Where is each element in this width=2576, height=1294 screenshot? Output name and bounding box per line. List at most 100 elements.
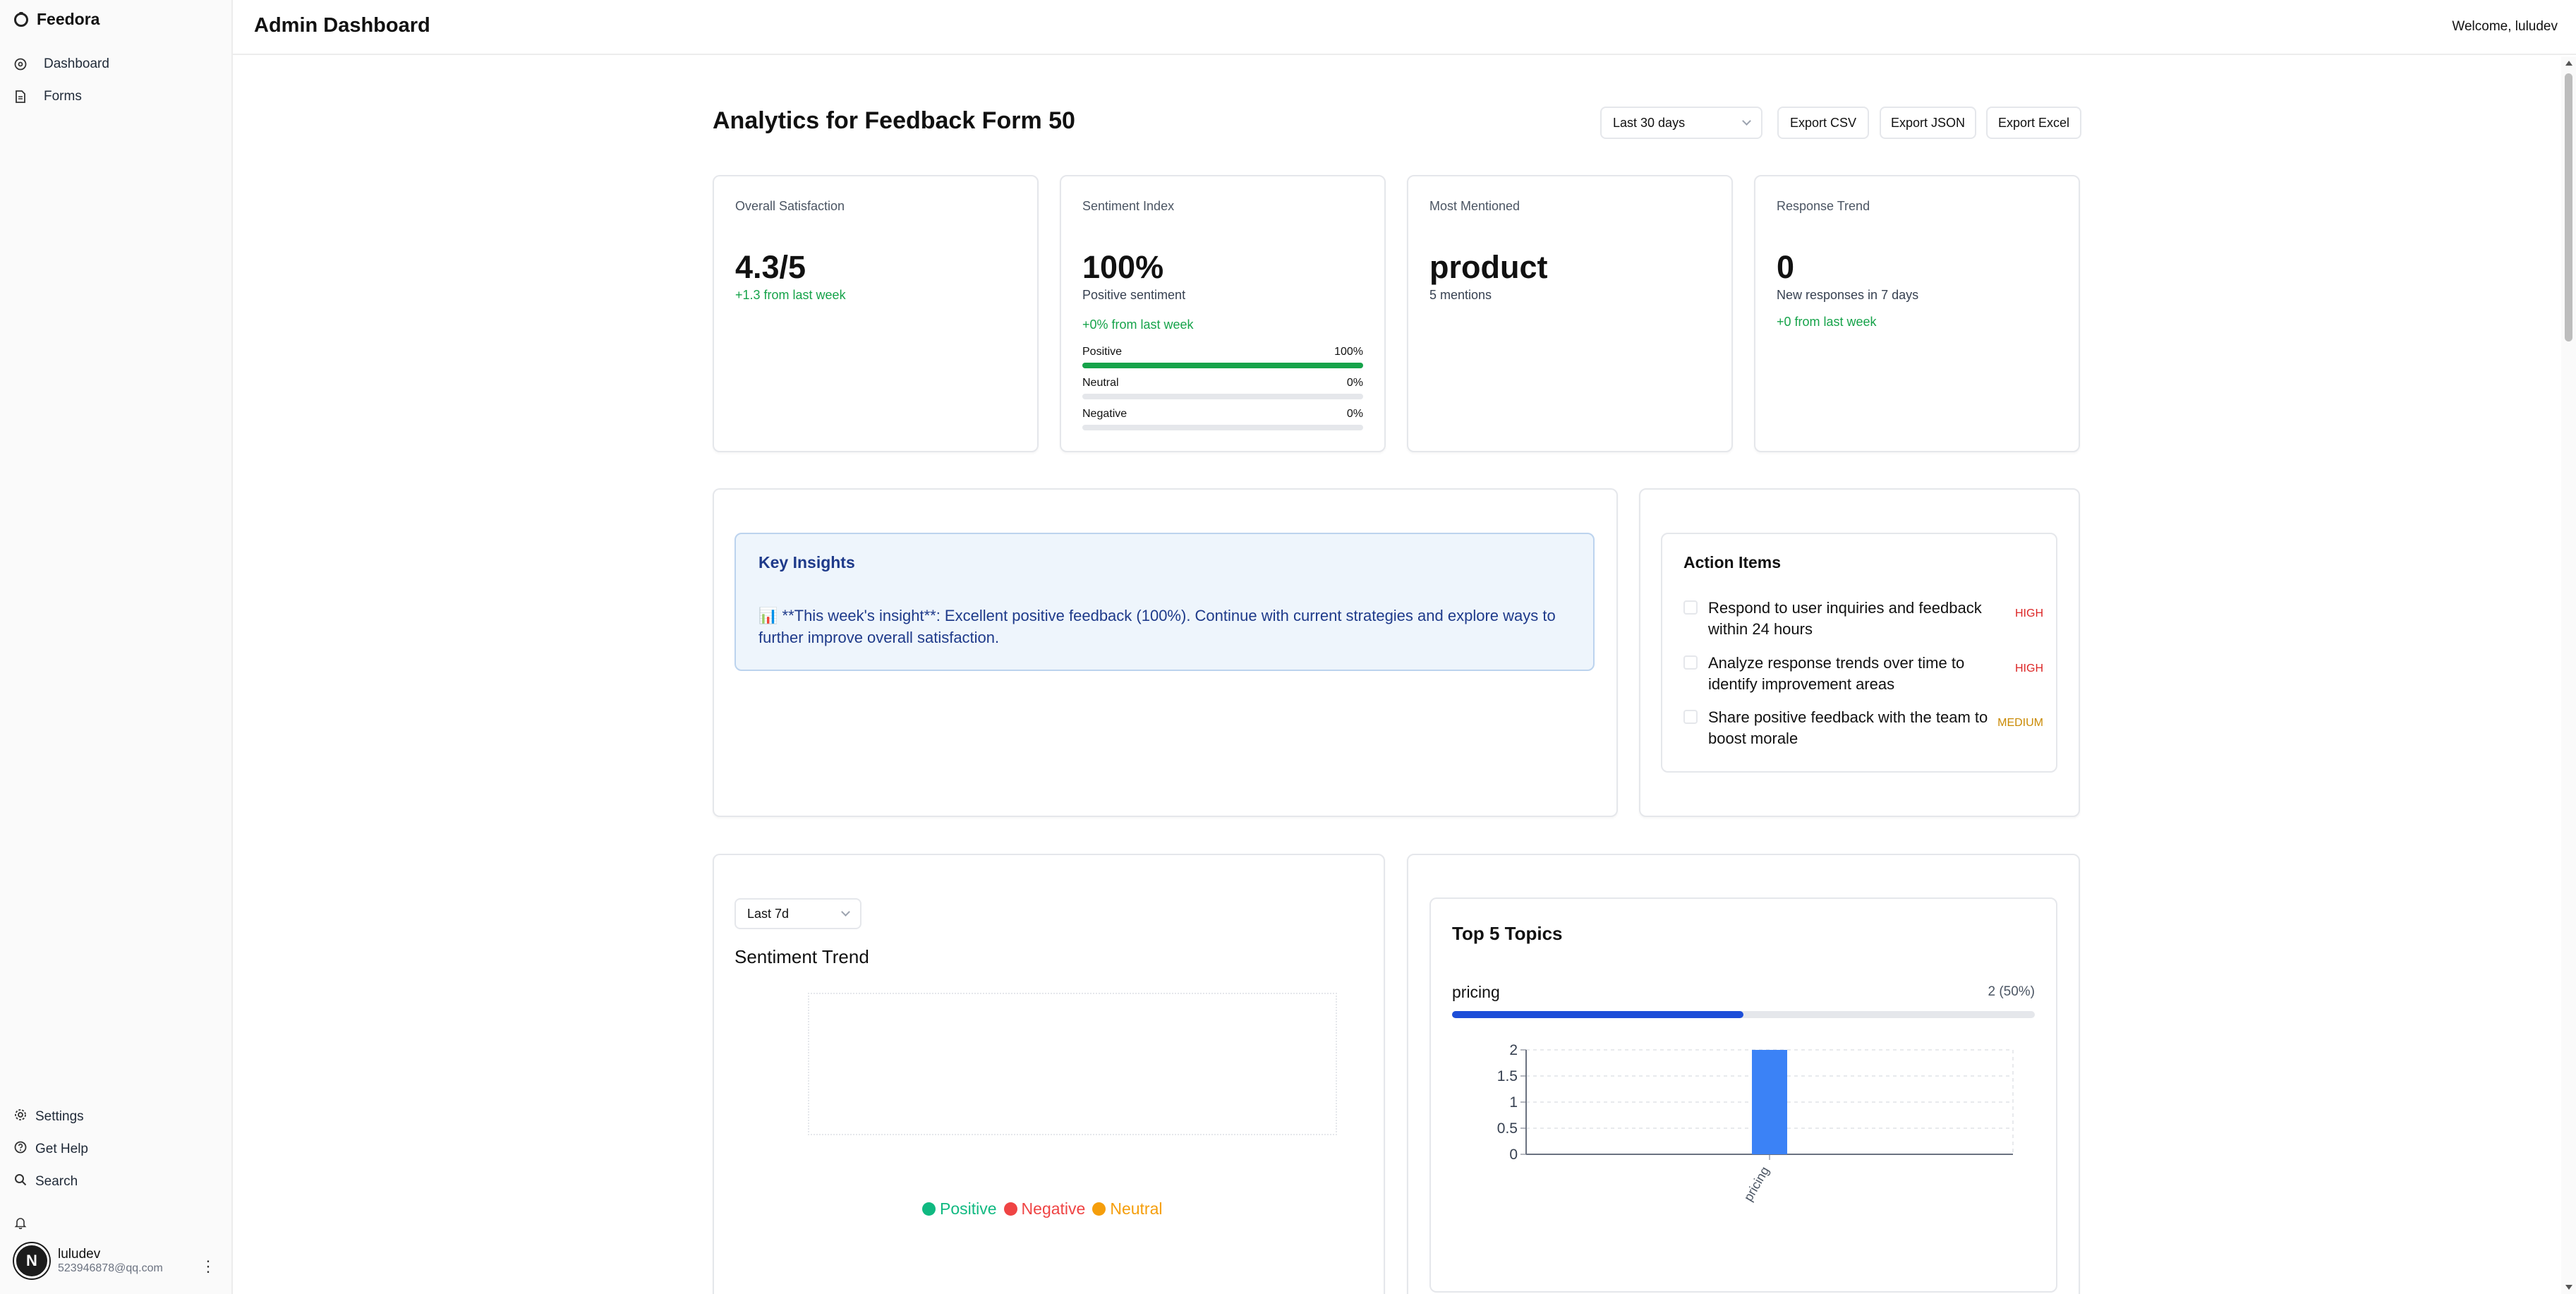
welcome-text: Welcome, luludev	[2452, 19, 2558, 34]
action-items-box: Action Items Respond to user inquiries a…	[1661, 533, 2057, 773]
action-checkbox[interactable]	[1683, 600, 1698, 615]
card-sub: New responses in 7 days	[1777, 288, 1919, 302]
legend-neutral[interactable]: Neutral	[1092, 1199, 1162, 1219]
bell-icon	[14, 1216, 27, 1233]
card-change: +1.3 from last week	[735, 288, 846, 302]
card-sentiment-index: Sentiment Index 100% Positive sentiment …	[1060, 175, 1386, 452]
action-text: Share positive feedback with the team to…	[1708, 708, 1988, 747]
page-scrollbar[interactable]	[2561, 56, 2576, 1294]
help-icon	[14, 1141, 27, 1158]
sidebar-item-forms[interactable]: Forms	[14, 89, 82, 104]
scroll-thumb[interactable]	[2565, 73, 2572, 341]
user-name: luludev	[58, 1247, 101, 1262]
insights-title: Key Insights	[758, 553, 855, 572]
export-excel-button[interactable]: Export Excel	[1986, 107, 2081, 139]
notifications-button[interactable]	[14, 1216, 27, 1233]
date-range-value: Last 30 days	[1613, 115, 1686, 130]
page-title: Analytics for Feedback Form 50	[713, 107, 1075, 134]
sidebar-item-search[interactable]: Search	[14, 1173, 78, 1190]
card-label: Response Trend	[1777, 199, 1870, 213]
sidebar-item-get-help[interactable]: Get Help	[14, 1141, 88, 1158]
x-tick-label: pricing	[1741, 1164, 1772, 1204]
bar-track	[1082, 363, 1363, 368]
legend-dot	[1092, 1202, 1106, 1216]
top-topics-box: Top 5 Topics pricing 2 (50%) 0 0.5 1 1.5 2 pr…	[1429, 897, 2057, 1293]
priority-badge: HIGH	[2015, 607, 2043, 619]
card-change: +0 from last week	[1777, 315, 1877, 329]
action-checkbox[interactable]	[1683, 655, 1698, 670]
card-value: product	[1429, 249, 1548, 285]
legend-label: Negative	[1021, 1199, 1086, 1218]
card-value: 4.3/5	[735, 249, 806, 285]
priority-badge: HIGH	[2015, 663, 2043, 675]
insights-text: 📊 **This week's insight**: Excellent pos…	[758, 607, 1556, 646]
action-text: Analyze response trends over time to ide…	[1708, 654, 1965, 693]
legend-dot	[922, 1202, 936, 1216]
bar-fill	[1082, 363, 1363, 368]
legend-positive[interactable]: Positive	[922, 1199, 997, 1219]
export-json-button[interactable]: Export JSON	[1880, 107, 1976, 139]
card-label: Overall Satisfaction	[735, 199, 845, 213]
top-header: Admin Dashboard Welcome, luludev	[233, 0, 2576, 55]
gear-icon	[14, 1108, 27, 1125]
legend-dot	[1003, 1202, 1017, 1216]
bar-pricing	[1752, 1050, 1787, 1154]
priority-badge: MEDIUM	[1997, 717, 2043, 729]
trend-range-value: Last 7d	[747, 906, 790, 921]
card-sub: 5 mentions	[1429, 288, 1492, 302]
avatar: N	[14, 1243, 49, 1278]
topic-track	[1452, 1011, 2035, 1018]
sidebar-item-settings[interactable]: Settings	[14, 1108, 84, 1125]
action-checkbox[interactable]	[1683, 710, 1698, 724]
card-sub: Positive sentiment	[1082, 288, 1186, 302]
bar-label: Neutral	[1082, 377, 1119, 389]
sentiment-trend-plot	[808, 993, 1337, 1135]
y-tick-label: 0	[1509, 1147, 1518, 1163]
brand[interactable]: Feedora	[14, 10, 99, 29]
dashboard-icon	[14, 58, 27, 71]
chevron-down-icon	[1742, 116, 1751, 126]
sidebar-item-label: Search	[35, 1174, 78, 1189]
card-most-mentioned: Most Mentioned product 5 mentions	[1407, 175, 1733, 452]
action-text: Respond to user inquiries and feedback w…	[1708, 599, 1982, 638]
y-tick-label: 0.5	[1497, 1120, 1518, 1137]
sidebar-item-label: Get Help	[35, 1142, 88, 1156]
scroll-down-icon[interactable]	[2565, 1285, 2572, 1290]
search-icon	[14, 1173, 27, 1190]
feedora-logo-icon	[14, 11, 28, 27]
topics-bar-chart: 0 0.5 1 1.5 2 pricing	[1497, 1042, 2014, 1204]
header-title: Admin Dashboard	[254, 14, 430, 37]
topic-value: 2 (50%)	[1988, 984, 2035, 999]
sidebar-item-dashboard[interactable]: Dashboard	[14, 56, 109, 72]
bar-track	[1082, 425, 1363, 430]
bar-value: 0%	[1346, 408, 1363, 420]
bar-value: 100%	[1334, 346, 1363, 358]
sidebar: Feedora Dashboard Forms Settings Get Hel…	[0, 0, 233, 1294]
scroll-up-icon[interactable]	[2565, 61, 2572, 66]
more-vertical-icon[interactable]: ⋮	[200, 1257, 216, 1275]
date-range-select[interactable]: Last 30 days	[1600, 107, 1762, 139]
trend-range-select[interactable]: Last 7d	[734, 898, 861, 929]
action-items-title: Action Items	[1683, 553, 1782, 572]
legend-label: Positive	[940, 1199, 997, 1218]
key-insights-box: Key Insights 📊 **This week's insight**: …	[734, 533, 1595, 671]
topic-fill	[1452, 1011, 1743, 1018]
legend-label: Neutral	[1110, 1199, 1163, 1218]
sidebar-item-label: Settings	[35, 1109, 84, 1124]
legend-negative[interactable]: Negative	[1003, 1199, 1086, 1219]
sentiment-legend: Positive Negative Neutral	[922, 1199, 1162, 1219]
card-label: Most Mentioned	[1429, 199, 1520, 213]
user-profile[interactable]: N luludev 523946878@qq.com	[14, 1243, 163, 1278]
sentiment-trend-title: Sentiment Trend	[734, 946, 869, 967]
card-label: Sentiment Index	[1082, 199, 1175, 213]
bar-label: Negative	[1082, 408, 1127, 420]
y-tick-label: 1	[1509, 1094, 1518, 1111]
brand-name: Feedora	[37, 10, 100, 28]
bar-value: 0%	[1346, 377, 1363, 389]
user-email: 523946878@qq.com	[58, 1262, 163, 1274]
y-tick-label: 1.5	[1497, 1068, 1518, 1084]
chevron-down-icon	[841, 907, 850, 917]
export-csv-button[interactable]: Export CSV	[1777, 107, 1869, 139]
sidebar-item-label: Forms	[44, 89, 82, 104]
bar-label: Positive	[1082, 346, 1123, 358]
